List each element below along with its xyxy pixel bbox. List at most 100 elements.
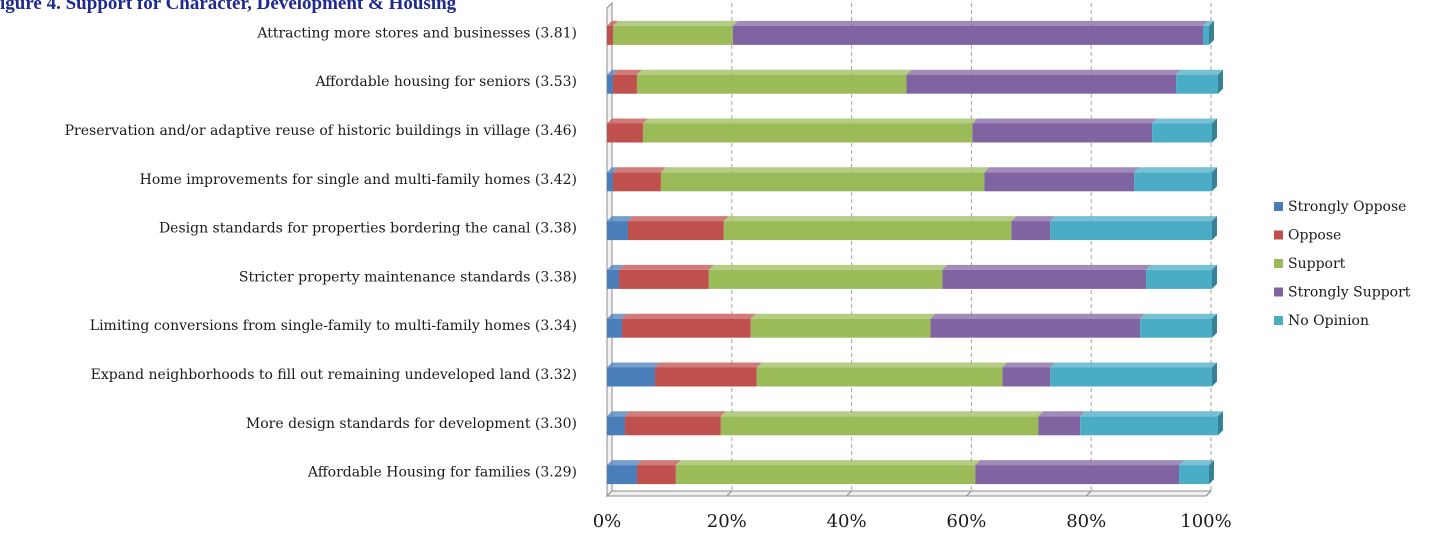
bar-side-no-opinion — [1217, 411, 1223, 436]
category-label: Limiting conversions from single-family … — [90, 318, 577, 334]
bar-segment-support — [708, 269, 943, 289]
bar-top-no-opinion — [1050, 216, 1217, 222]
bar-top-oppose — [607, 20, 618, 26]
bar-top-strongly-oppose — [607, 460, 642, 466]
bar-segment-oppose — [627, 221, 724, 241]
bar-segment-oppose — [618, 269, 709, 289]
bar-top-support — [612, 20, 738, 26]
category-label: Stricter property maintenance standards … — [239, 269, 577, 285]
category-label: Attracting more stores and businesses (3… — [256, 25, 577, 41]
x-tick-label: 100% — [1180, 511, 1231, 532]
bar-side-no-opinion — [1211, 118, 1217, 143]
bar-segment-support — [636, 74, 907, 94]
bar-top-strongly-oppose — [607, 411, 630, 417]
bar-top-strongly-support — [972, 118, 1158, 124]
bar-side-no-opinion — [1217, 69, 1223, 94]
legend-swatch-strongly-support — [1274, 287, 1283, 297]
bar-segment-no-opinion — [1050, 367, 1212, 387]
category-label: Home improvements for single and multi-f… — [140, 172, 577, 188]
bar-segment-strongly-support — [732, 25, 1204, 45]
category-label: Preservation and/or adaptive reuse of hi… — [65, 123, 577, 139]
bar-segment-strongly-support — [975, 465, 1180, 485]
bar-top-no-opinion — [1140, 313, 1217, 319]
bar-side-no-opinion — [1211, 216, 1217, 241]
bar-segment-support — [612, 25, 733, 45]
bar-top-strongly-support — [732, 20, 1209, 26]
legend-swatch-support — [1274, 259, 1283, 268]
legend-swatch-no-opinion — [1274, 316, 1283, 325]
bar-segment-no-opinion — [1080, 416, 1218, 436]
bar-segment-oppose — [621, 318, 751, 338]
bar-segment-oppose — [612, 172, 661, 192]
bar-side-no-opinion — [1211, 362, 1217, 387]
bar-top-oppose — [654, 362, 762, 368]
bar-top-strongly-oppose — [607, 216, 633, 222]
bar-top-oppose — [624, 411, 726, 417]
bar-segment-no-opinion — [1146, 269, 1212, 289]
bar-top-oppose — [612, 167, 666, 173]
bar-side-no-opinion — [1208, 20, 1214, 45]
bar-side-no-opinion — [1211, 264, 1217, 289]
bar-top-support — [723, 216, 1017, 222]
legend-label-strongly-support: Strongly Support — [1288, 285, 1411, 301]
bar-top-oppose — [621, 313, 756, 319]
bar-side-no-opinion — [1208, 460, 1214, 485]
category-label: Design standards for properties borderin… — [159, 221, 577, 237]
category-label: More design standards for development (3… — [246, 416, 577, 432]
bar-segment-oppose — [612, 74, 637, 94]
bar-segment-strongly-support — [942, 269, 1147, 289]
legend-label-no-opinion: No Opinion — [1288, 313, 1369, 329]
bar-segment-strongly-support — [1011, 221, 1051, 241]
x-tick-label: 0% — [593, 511, 622, 532]
bar-top-oppose — [612, 69, 642, 75]
bar-segment-oppose — [624, 416, 721, 436]
bar-top-support — [636, 69, 912, 75]
bar-segment-support — [642, 123, 973, 143]
bar-top-support — [642, 118, 978, 124]
gridline-floor — [846, 490, 852, 497]
bar-segment-strongly-support — [972, 123, 1153, 143]
bar-segment-strongly-support — [930, 318, 1141, 338]
bar-top-oppose — [607, 118, 648, 124]
bar-top-support — [756, 362, 1008, 368]
bar-top-strongly-support — [1011, 216, 1056, 222]
bar-top-strongly-oppose — [607, 264, 624, 270]
bar-segment-oppose — [607, 25, 613, 45]
bar-segment-strongly-oppose — [607, 318, 622, 338]
bar-segment-support — [723, 221, 1012, 241]
bar-top-support — [708, 264, 948, 270]
bar-top-strongly-oppose — [607, 362, 660, 368]
plot-area: 0% 20% 40% 60% 80% 100% Attracting more stores… — [65, 1, 1232, 532]
category-label: Affordable housing for seniors (3.53) — [314, 74, 577, 90]
gridline-floor — [966, 490, 972, 497]
bar-segment-no-opinion — [1050, 221, 1212, 241]
bar-segment-strongly-oppose — [607, 367, 655, 387]
bar-segment-no-opinion — [1140, 318, 1212, 338]
bar-segment-strongly-oppose — [607, 172, 613, 192]
bar-top-support — [660, 167, 990, 173]
bar-segment-no-opinion — [1152, 123, 1212, 143]
legend-swatch-strongly-oppose — [1274, 202, 1283, 211]
bar-segment-strongly-support — [1038, 416, 1081, 436]
bar-top-strongly-oppose — [607, 167, 618, 173]
bar-top-no-opinion — [1176, 69, 1223, 75]
bar-segment-no-opinion — [1176, 74, 1218, 94]
bar-segment-strongly-oppose — [607, 416, 625, 436]
bar-segment-support — [675, 465, 976, 485]
bar-top-no-opinion — [1050, 362, 1217, 368]
category-label: Expand neighborhoods to fill out remaini… — [91, 367, 577, 383]
bar-segment-strongly-support — [984, 172, 1135, 192]
bar-top-no-opinion — [1179, 460, 1214, 466]
x-tick-label: 20% — [707, 511, 747, 532]
gridline-floor — [1205, 490, 1212, 497]
bar-top-support — [720, 411, 1044, 417]
bar-segment-strongly-support — [1002, 367, 1051, 387]
bar-top-strongly-support — [1002, 362, 1056, 368]
bar-segment-support — [750, 318, 931, 338]
bar-top-strongly-support — [906, 69, 1182, 75]
category-label: Affordable Housing for families (3.29) — [307, 465, 577, 481]
bar-segment-no-opinion — [1179, 465, 1209, 485]
bar-top-oppose — [636, 460, 681, 466]
x-tick-label: 80% — [1066, 511, 1106, 532]
